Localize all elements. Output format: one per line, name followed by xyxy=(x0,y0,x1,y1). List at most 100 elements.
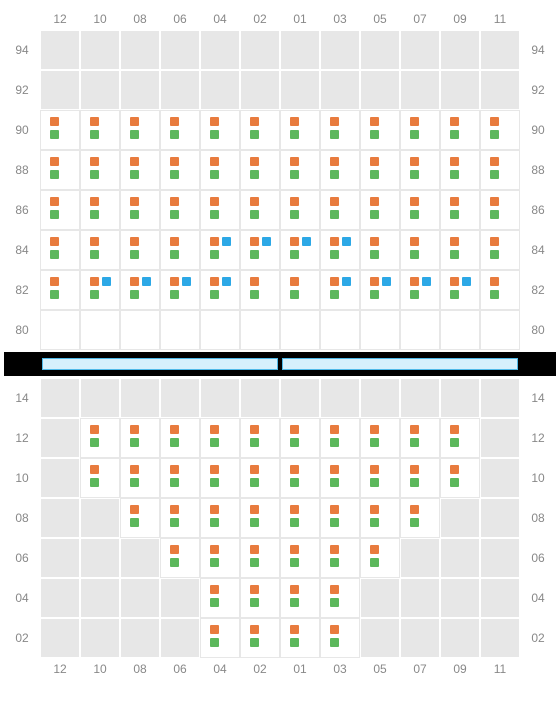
seat-cell[interactable] xyxy=(200,310,240,350)
seat-cell[interactable] xyxy=(320,310,360,350)
seat-cell[interactable] xyxy=(280,538,320,578)
seat-cell[interactable] xyxy=(160,110,200,150)
seat-cell[interactable] xyxy=(480,190,520,230)
seat-cell[interactable] xyxy=(120,458,160,498)
seat-cell[interactable] xyxy=(160,190,200,230)
seat-cell[interactable] xyxy=(280,190,320,230)
seat-cell[interactable] xyxy=(400,270,440,310)
seat-cell[interactable] xyxy=(440,230,480,270)
seat-cell[interactable] xyxy=(360,270,400,310)
seat-cell[interactable] xyxy=(80,458,120,498)
seat-cell[interactable] xyxy=(280,618,320,658)
seat-cell[interactable] xyxy=(240,310,280,350)
seat-cell[interactable] xyxy=(280,230,320,270)
seat-cell[interactable] xyxy=(280,310,320,350)
seat-cell[interactable] xyxy=(480,310,520,350)
seat-cell[interactable] xyxy=(440,458,480,498)
seat-cell[interactable] xyxy=(360,418,400,458)
seat-cell[interactable] xyxy=(200,578,240,618)
seat-cell[interactable] xyxy=(400,230,440,270)
seat-cell[interactable] xyxy=(280,498,320,538)
seat-cell[interactable] xyxy=(160,458,200,498)
seat-cell[interactable] xyxy=(240,538,280,578)
seat-cell[interactable] xyxy=(200,458,240,498)
seat-cell[interactable] xyxy=(80,230,120,270)
seat-cell[interactable] xyxy=(120,150,160,190)
seat-cell[interactable] xyxy=(240,498,280,538)
seat-cell[interactable] xyxy=(440,418,480,458)
seat-cell[interactable] xyxy=(400,150,440,190)
seat-cell[interactable] xyxy=(360,190,400,230)
seat-cell[interactable] xyxy=(120,190,160,230)
seat-cell[interactable] xyxy=(80,418,120,458)
seat-cell[interactable] xyxy=(360,458,400,498)
seat-cell[interactable] xyxy=(280,418,320,458)
seat-cell[interactable] xyxy=(160,270,200,310)
seat-cell[interactable] xyxy=(80,190,120,230)
seat-cell[interactable] xyxy=(160,498,200,538)
seat-cell[interactable] xyxy=(200,538,240,578)
seat-cell[interactable] xyxy=(320,190,360,230)
seat-cell[interactable] xyxy=(360,310,400,350)
seat-cell[interactable] xyxy=(160,418,200,458)
seat-cell[interactable] xyxy=(200,618,240,658)
seat-cell[interactable] xyxy=(80,150,120,190)
seat-cell[interactable] xyxy=(240,418,280,458)
seat-cell[interactable] xyxy=(160,538,200,578)
seat-cell[interactable] xyxy=(360,150,400,190)
seat-cell[interactable] xyxy=(200,110,240,150)
seat-cell[interactable] xyxy=(360,110,400,150)
seat-cell[interactable] xyxy=(320,110,360,150)
seat-cell[interactable] xyxy=(40,150,80,190)
seat-cell[interactable] xyxy=(400,310,440,350)
seat-cell[interactable] xyxy=(360,498,400,538)
seat-cell[interactable] xyxy=(480,270,520,310)
seat-cell[interactable] xyxy=(400,190,440,230)
seat-cell[interactable] xyxy=(200,498,240,538)
seat-cell[interactable] xyxy=(80,270,120,310)
seat-cell[interactable] xyxy=(40,230,80,270)
seat-cell[interactable] xyxy=(360,230,400,270)
seat-cell[interactable] xyxy=(80,110,120,150)
seat-cell[interactable] xyxy=(200,230,240,270)
seat-cell[interactable] xyxy=(280,110,320,150)
seat-cell[interactable] xyxy=(240,150,280,190)
seat-cell[interactable] xyxy=(320,578,360,618)
seat-cell[interactable] xyxy=(40,270,80,310)
seat-cell[interactable] xyxy=(440,150,480,190)
seat-cell[interactable] xyxy=(280,150,320,190)
seat-cell[interactable] xyxy=(400,110,440,150)
seat-cell[interactable] xyxy=(400,418,440,458)
seat-cell[interactable] xyxy=(400,498,440,538)
seat-cell[interactable] xyxy=(360,538,400,578)
seat-cell[interactable] xyxy=(160,230,200,270)
seat-cell[interactable] xyxy=(120,310,160,350)
seat-cell[interactable] xyxy=(320,150,360,190)
seat-cell[interactable] xyxy=(240,110,280,150)
seat-cell[interactable] xyxy=(240,270,280,310)
seat-cell[interactable] xyxy=(440,270,480,310)
seat-cell[interactable] xyxy=(200,270,240,310)
seat-cell[interactable] xyxy=(120,418,160,458)
seat-cell[interactable] xyxy=(440,190,480,230)
seat-cell[interactable] xyxy=(200,150,240,190)
seat-cell[interactable] xyxy=(320,618,360,658)
seat-cell[interactable] xyxy=(120,230,160,270)
seat-cell[interactable] xyxy=(120,498,160,538)
seat-cell[interactable] xyxy=(200,190,240,230)
seat-cell[interactable] xyxy=(320,418,360,458)
seat-cell[interactable] xyxy=(80,310,120,350)
seat-cell[interactable] xyxy=(320,230,360,270)
seat-cell[interactable] xyxy=(40,310,80,350)
seat-cell[interactable] xyxy=(240,618,280,658)
seat-cell[interactable] xyxy=(400,458,440,498)
seat-cell[interactable] xyxy=(160,150,200,190)
seat-cell[interactable] xyxy=(160,310,200,350)
seat-cell[interactable] xyxy=(240,230,280,270)
seat-cell[interactable] xyxy=(280,578,320,618)
seat-cell[interactable] xyxy=(40,190,80,230)
seat-cell[interactable] xyxy=(480,230,520,270)
seat-cell[interactable] xyxy=(320,458,360,498)
seat-cell[interactable] xyxy=(240,458,280,498)
seat-cell[interactable] xyxy=(320,498,360,538)
